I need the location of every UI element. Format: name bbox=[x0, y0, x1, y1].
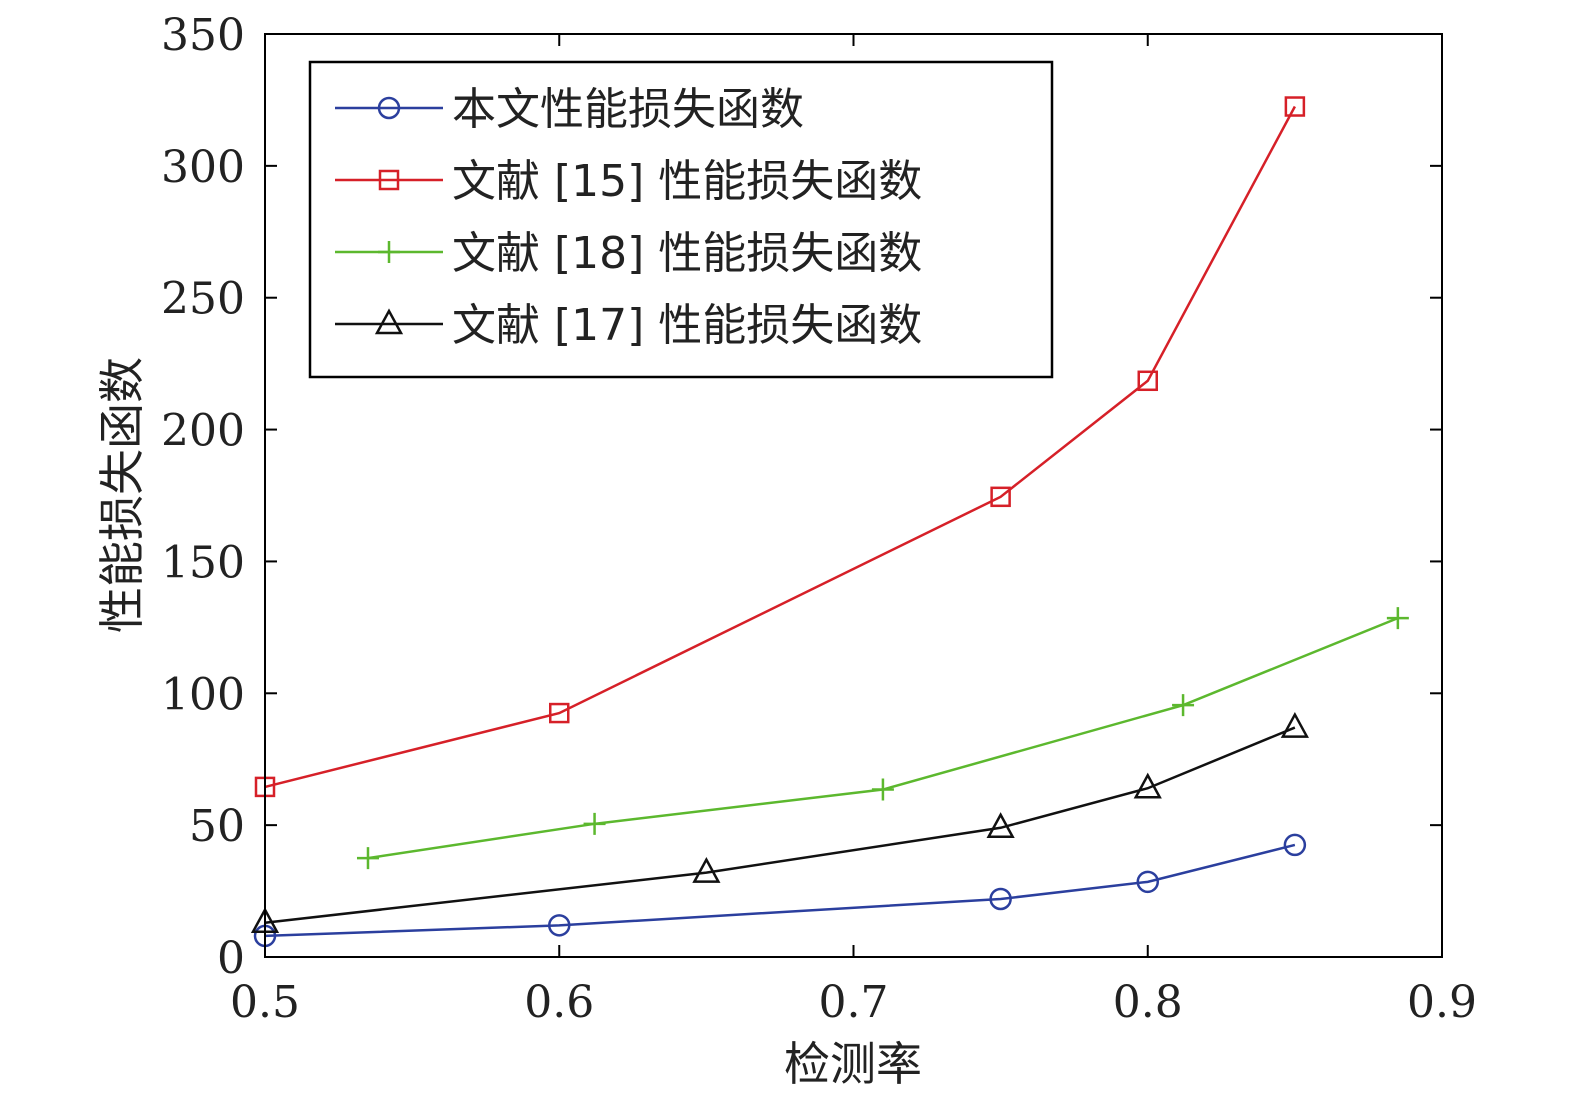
x-tick-label: 0.8 bbox=[1113, 977, 1183, 1028]
data-point-triangle bbox=[986, 812, 1015, 839]
x-tick-label: 0.9 bbox=[1407, 977, 1477, 1028]
x-tick-label: 0.7 bbox=[819, 977, 889, 1028]
series-2 bbox=[254, 96, 1306, 798]
data-point-triangle bbox=[692, 857, 721, 883]
legend-item: 文献 [18] 性能损失函数 bbox=[335, 228, 922, 279]
y-tick-label: 50 bbox=[189, 801, 245, 852]
data-point-square bbox=[549, 702, 570, 724]
y-tick-label: 150 bbox=[161, 537, 245, 588]
ticks-layer: 0.5 0.6 0.7 0.8 0.9 0 50 100 150 200 250 300 350 bbox=[161, 10, 1477, 1028]
data-point-plus bbox=[356, 847, 379, 870]
series-3 bbox=[356, 607, 1409, 870]
legend-marker-square bbox=[378, 169, 400, 191]
y-tick-label: 350 bbox=[161, 10, 245, 61]
legend-label: 文献 [17] 性能损失函数 bbox=[452, 300, 922, 351]
series-line bbox=[264, 726, 1296, 924]
legend-label: 文献 [15] 性能损失函数 bbox=[452, 156, 922, 207]
data-point-circle bbox=[1136, 870, 1159, 894]
series-line bbox=[264, 843, 1296, 938]
y-tick-label: 300 bbox=[161, 142, 245, 193]
y-axis-title: 性能损失函数 bbox=[95, 357, 149, 633]
y-tick-label: 250 bbox=[161, 274, 245, 325]
legend-item: 本文性能损失函数 bbox=[335, 84, 804, 135]
data-point-square bbox=[990, 486, 1011, 508]
x-axis-title: 检测率 bbox=[784, 1037, 922, 1091]
legend-marker-plus bbox=[378, 241, 400, 263]
legend-item: 文献 [15] 性能损失函数 bbox=[335, 156, 922, 207]
x-tick-label: 0.6 bbox=[524, 977, 594, 1028]
legend-marker-triangle bbox=[374, 308, 404, 335]
y-tick-label: 200 bbox=[161, 406, 245, 457]
data-point-circle bbox=[548, 914, 571, 937]
data-point-circle bbox=[1283, 833, 1307, 857]
x-tick-label: 0.5 bbox=[230, 977, 300, 1028]
data-point-triangle bbox=[1133, 772, 1162, 799]
data-point-square bbox=[1284, 96, 1306, 117]
series-line bbox=[367, 616, 1399, 860]
series-layer bbox=[250, 96, 1409, 948]
data-point-plus bbox=[871, 778, 894, 801]
data-point-circle bbox=[989, 887, 1012, 911]
data-point-plus bbox=[583, 812, 606, 835]
data-point-triangle bbox=[1280, 711, 1309, 738]
data-point-plus bbox=[1172, 694, 1195, 717]
legend-label: 文献 [18] 性能损失函数 bbox=[452, 228, 922, 279]
y-tick-label: 0 bbox=[217, 933, 245, 984]
y-tick-label: 100 bbox=[161, 669, 245, 720]
series-4 bbox=[250, 711, 1309, 933]
data-point-plus bbox=[1386, 607, 1409, 630]
series-line bbox=[264, 105, 1296, 789]
legend-label: 本文性能损失函数 bbox=[452, 84, 804, 135]
legend-item: 文献 [17] 性能损失函数 bbox=[335, 300, 922, 351]
legend-marker-circle bbox=[377, 96, 401, 120]
data-point-square bbox=[1137, 370, 1158, 392]
